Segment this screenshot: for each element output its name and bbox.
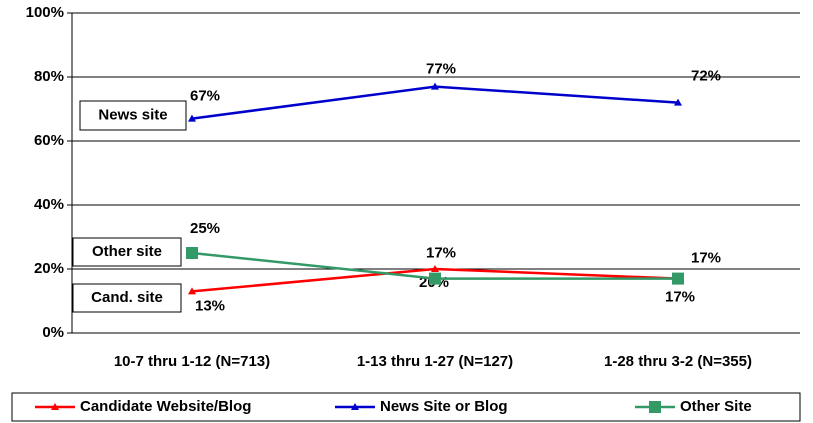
point: [188, 287, 196, 295]
legend-marker: [51, 403, 59, 410]
data-label: 72%: [691, 68, 721, 85]
x-tick-label: 10-7 thru 1-12 (N=713): [114, 353, 270, 370]
legend-label: Candidate Website/Blog: [80, 398, 251, 415]
legend-marker: [649, 401, 661, 413]
data-label: 17%: [691, 250, 721, 267]
x-tick-label: 1-13 thru 1-27 (N=127): [357, 353, 513, 370]
data-label: 25%: [190, 220, 220, 237]
point: [431, 82, 439, 90]
y-tick-label: 0%: [42, 324, 64, 341]
y-tick-label: 40%: [34, 196, 64, 213]
data-label: 77%: [426, 61, 456, 78]
annotation: Cand. site: [91, 289, 163, 306]
legend-label: Other Site: [680, 398, 752, 415]
data-label: 13%: [195, 297, 225, 314]
data-label: 17%: [665, 289, 695, 306]
legend-label: News Site or Blog: [380, 398, 508, 415]
y-tick-label: 100%: [26, 4, 64, 21]
point: [431, 265, 439, 272]
point: [188, 114, 196, 122]
y-tick-label: 60%: [34, 132, 64, 149]
x-tick-label: 1-28 thru 3-2 (N=355): [604, 353, 752, 370]
point: [186, 247, 198, 259]
annotation-box: [79, 100, 187, 131]
annotation-box: [72, 283, 182, 313]
y-tick-label: 20%: [34, 260, 64, 277]
annotation: News site: [98, 106, 167, 123]
point: [672, 272, 684, 285]
y-tick-label: 80%: [34, 68, 64, 85]
data-label: 67%: [190, 88, 220, 105]
annotation-box: [72, 237, 182, 267]
point: [429, 272, 441, 285]
data-label: 17%: [426, 245, 456, 262]
annotation: Other site: [92, 243, 162, 260]
legend-marker: [351, 403, 359, 410]
point: [674, 98, 682, 106]
